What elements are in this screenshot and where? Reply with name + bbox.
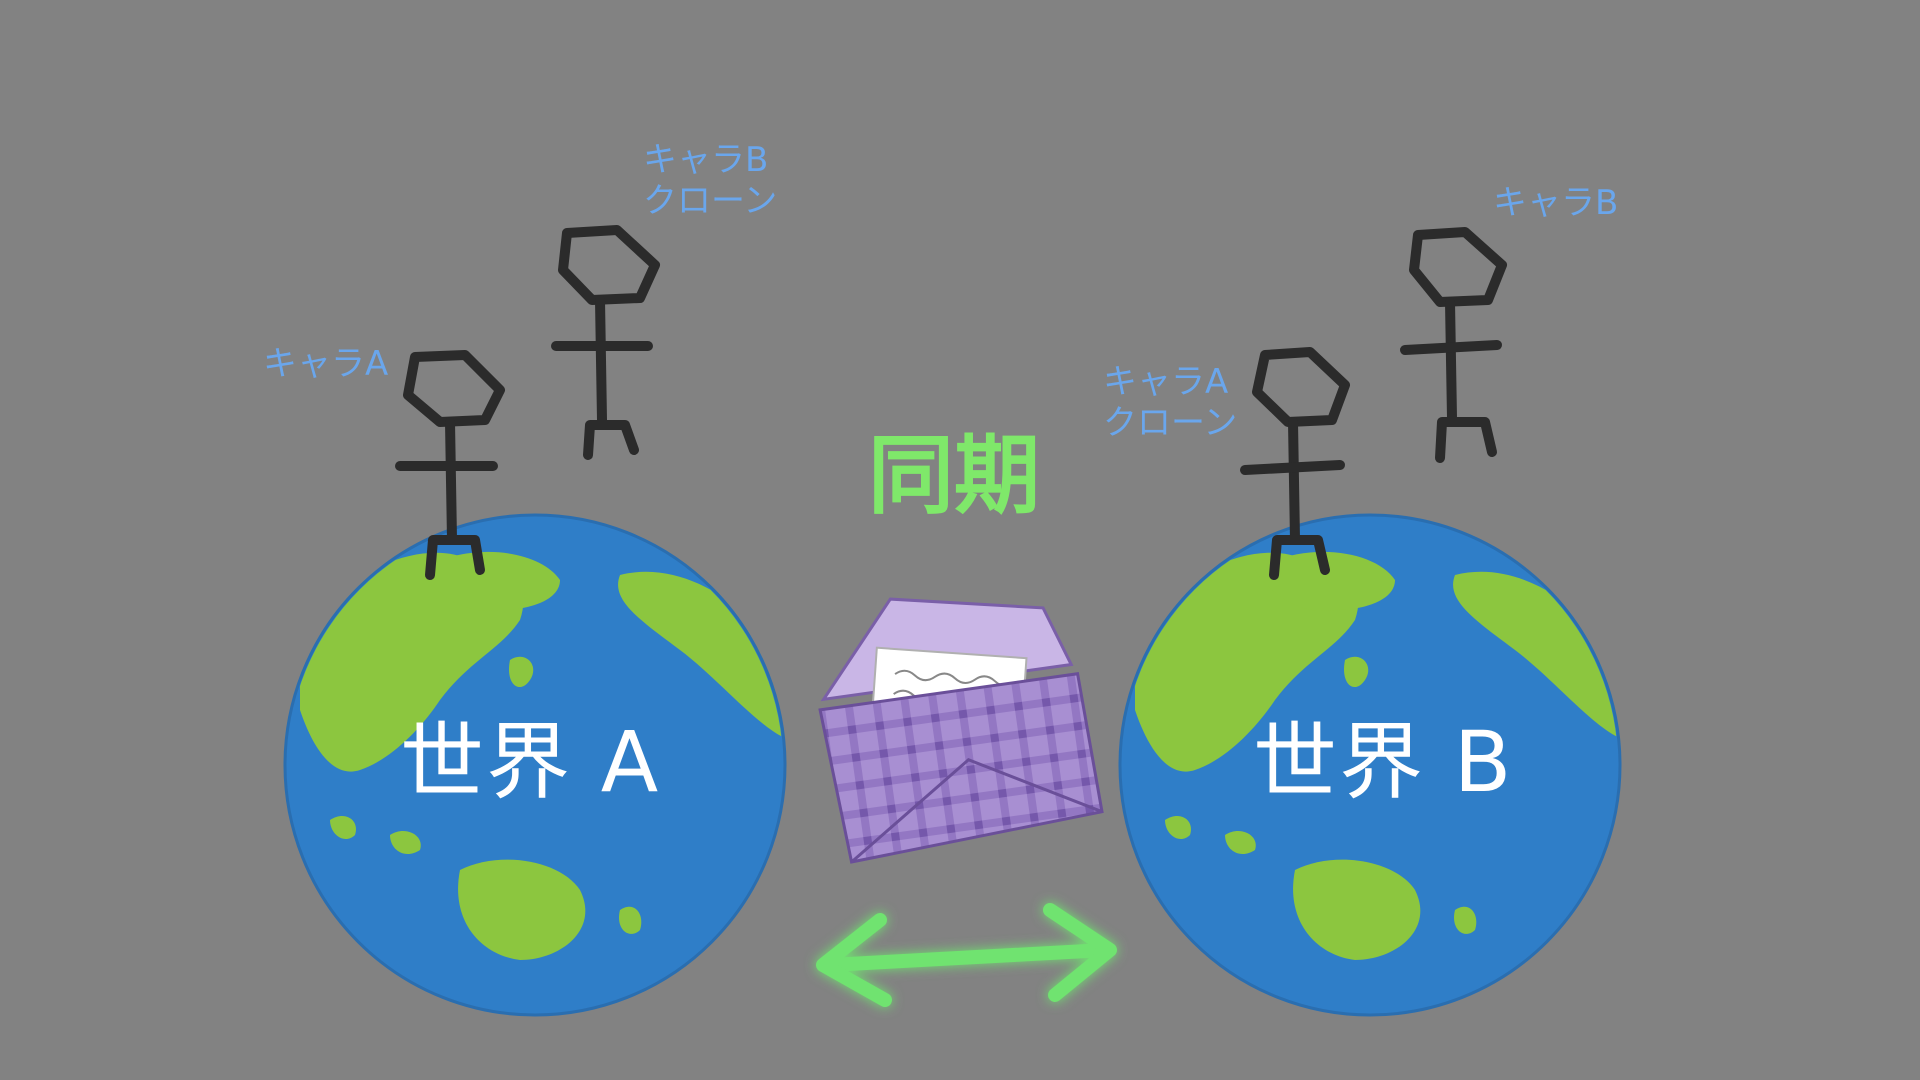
character-b-label: キャラB [1493,183,1619,223]
envelope-letter-icon [818,597,1104,864]
earth-icon [283,513,787,1017]
world-a-label: 世界 A [400,713,661,811]
stick-figure-icon [1240,347,1350,580]
world-b-label: 世界 B [1253,713,1514,811]
sync-label: 同期 [868,426,1040,526]
earth-icon [1118,513,1622,1017]
double-arrow-icon [816,903,1117,1007]
character-b-clone-label: キャラB クローン [643,140,778,221]
stick-figure-icon [395,350,505,580]
stick-figure-icon [551,225,660,460]
character-a-label: キャラA [263,344,389,384]
stick-figure-icon [1400,227,1507,463]
character-a-clone-label: キャラA クローン [1103,362,1238,443]
